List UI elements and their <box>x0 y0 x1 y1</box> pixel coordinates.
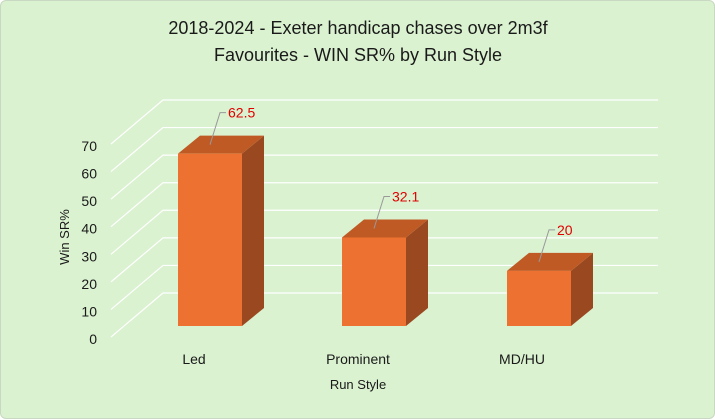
gridline <box>110 182 658 228</box>
bar-top <box>178 135 264 154</box>
bar-top <box>342 219 428 238</box>
gridline <box>110 209 658 255</box>
gridline <box>110 264 658 310</box>
y-tick-label: 20 <box>81 276 97 292</box>
x-tick-label: Led <box>182 351 205 367</box>
x-axis-ticks: Led Prominent MD/HU <box>182 351 545 367</box>
y-tick-label: 10 <box>81 303 97 319</box>
data-label-leader <box>373 195 390 229</box>
y-tick-label: 30 <box>81 248 97 264</box>
bar-side <box>242 135 264 326</box>
y-axis-label: Win SR% <box>57 209 72 265</box>
x-tick-label: MD/HU <box>499 351 545 367</box>
y-tick-label: 60 <box>81 166 97 182</box>
bar <box>342 237 406 326</box>
bars <box>178 135 593 326</box>
chart-title-line-2: Favourites - WIN SR% by Run Style <box>214 45 502 65</box>
gridline <box>110 237 658 283</box>
bar-side <box>571 252 593 326</box>
data-label-leader <box>538 229 555 263</box>
gridline <box>110 99 658 145</box>
gridline <box>110 126 658 173</box>
y-tick-label: 40 <box>81 221 97 237</box>
y-tick-label: 50 <box>81 193 97 209</box>
x-tick-label: Prominent <box>326 351 390 367</box>
data-labels: 62.5 32.1 20 <box>209 105 573 263</box>
gridline <box>110 292 658 338</box>
bar <box>507 270 571 326</box>
data-label-leader <box>209 112 226 145</box>
gridline <box>110 154 658 200</box>
bar-top <box>507 252 593 271</box>
data-label: 20 <box>557 222 573 238</box>
x-axis-label: Run Style <box>330 377 386 392</box>
y-axis-ticks: 0 10 20 30 40 50 60 70 <box>81 138 97 347</box>
gridlines <box>110 99 658 338</box>
bar <box>178 153 242 326</box>
y-tick-label: 70 <box>81 138 97 154</box>
chart-title-line-1: 2018-2024 - Exeter handicap chases over … <box>168 18 548 38</box>
bar-side <box>406 219 428 326</box>
data-label: 62.5 <box>228 105 255 121</box>
data-label: 32.1 <box>392 188 419 204</box>
y-tick-label: 0 <box>89 331 97 347</box>
